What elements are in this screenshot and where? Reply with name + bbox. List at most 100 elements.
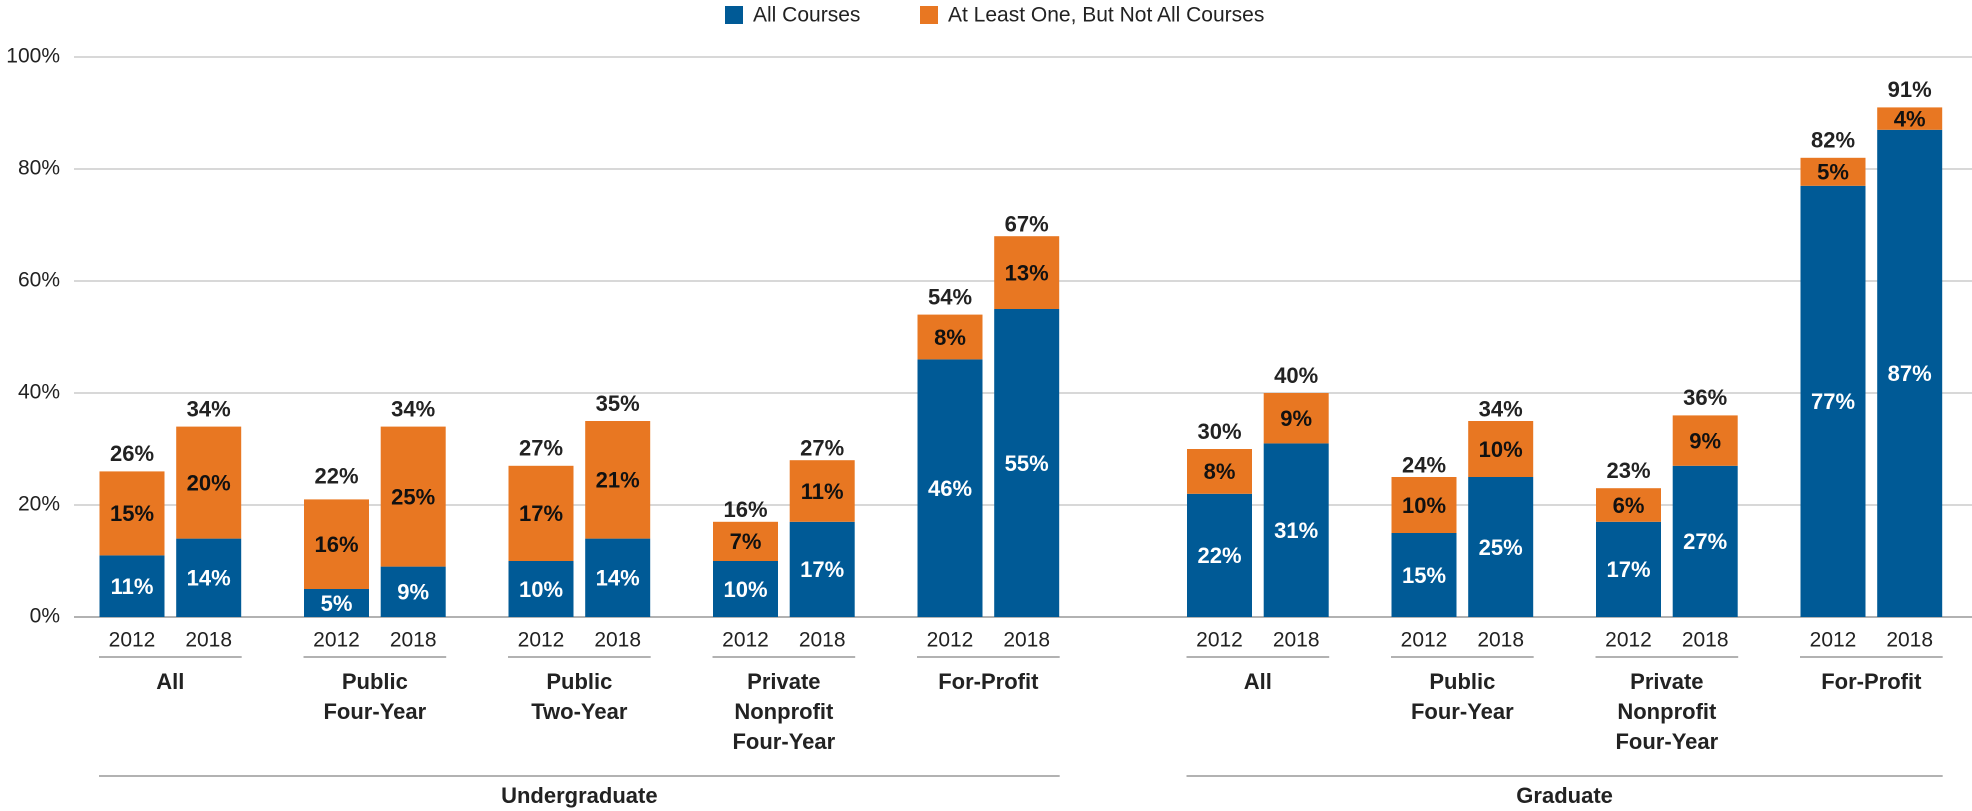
supergroup-label: Graduate <box>1516 783 1613 808</box>
bar-segment <box>508 561 574 617</box>
value-label: 4% <box>1894 106 1926 131</box>
total-label: 30% <box>1197 419 1241 444</box>
bar-segment <box>1877 129 1943 618</box>
group-label: Four-Year <box>323 699 426 724</box>
bar-segment <box>1468 421 1534 477</box>
total-label: 26% <box>110 441 154 466</box>
value-label: 55% <box>1005 451 1049 476</box>
value-label: 11% <box>111 574 154 599</box>
value-label: 17% <box>519 501 563 526</box>
value-label: 8% <box>1204 459 1236 484</box>
x-tick-label: 2012 <box>109 629 156 652</box>
bar-segment <box>508 465 574 561</box>
x-tick-label: 2018 <box>390 629 437 652</box>
value-label: 9% <box>397 580 429 605</box>
value-label: 27% <box>1683 529 1727 554</box>
bar-segment <box>585 421 651 539</box>
y-tick-label: 0% <box>30 605 60 628</box>
group-label: Public <box>546 669 612 694</box>
x-tick-label: 2012 <box>1196 629 1243 652</box>
value-label: 9% <box>1689 428 1721 453</box>
total-label: 82% <box>1811 128 1855 153</box>
total-label: 27% <box>800 436 844 461</box>
value-label: 31% <box>1274 518 1318 543</box>
y-tick-label: 100% <box>6 45 60 68</box>
total-label: 36% <box>1683 385 1727 410</box>
value-label: 46% <box>928 476 972 501</box>
value-label: 14% <box>596 566 640 591</box>
bar-segment <box>1877 107 1943 130</box>
bar-segment <box>789 521 855 617</box>
group-label: All <box>156 669 184 694</box>
value-label: 25% <box>1479 535 1523 560</box>
bar-segment <box>1391 533 1457 617</box>
bar-segment <box>1596 488 1661 522</box>
group-label: Four-Year <box>732 729 835 754</box>
total-label: 34% <box>1479 396 1523 421</box>
group-label: Private <box>747 669 820 694</box>
value-label: 77% <box>1811 389 1855 414</box>
legend-swatch <box>920 6 938 24</box>
group-label: Public <box>1429 669 1495 694</box>
x-tick-label: 2018 <box>594 629 641 652</box>
value-label: 13% <box>1005 260 1049 285</box>
x-tick-label: 2018 <box>1003 629 1050 652</box>
supergroup-label: Undergraduate <box>501 783 657 808</box>
bar-segment <box>1800 185 1866 618</box>
legend-label: At Least One, But Not All Courses <box>948 4 1264 27</box>
bar-segment <box>1263 443 1329 617</box>
value-label: 10% <box>723 577 767 602</box>
value-label: 10% <box>1479 437 1523 462</box>
group-label: Nonprofit <box>1617 699 1717 724</box>
x-tick-label: 2012 <box>722 629 769 652</box>
bar-segment <box>304 589 369 617</box>
bar-segment <box>1596 521 1661 617</box>
total-label: 54% <box>928 284 972 309</box>
y-tick-label: 40% <box>18 381 60 404</box>
bar-segment <box>380 426 446 567</box>
x-tick-label: 2012 <box>1401 629 1448 652</box>
value-label: 16% <box>314 532 358 557</box>
bar-segment <box>176 426 242 539</box>
total-label: 22% <box>314 464 358 489</box>
x-tick-label: 2018 <box>185 629 232 652</box>
y-tick-label: 20% <box>18 493 60 516</box>
x-tick-label: 2018 <box>1886 629 1933 652</box>
x-tick-label: 2018 <box>1682 629 1729 652</box>
value-label: 21% <box>596 468 640 493</box>
bar-segment <box>1800 157 1866 186</box>
value-label: 5% <box>321 591 353 616</box>
total-label: 35% <box>596 391 640 416</box>
value-label: 5% <box>1817 160 1849 185</box>
bar-segment <box>994 309 1060 617</box>
bar-segment <box>1391 477 1457 533</box>
group-label: All <box>1244 669 1272 694</box>
y-tick-label: 80% <box>18 157 60 180</box>
value-label: 15% <box>1402 563 1446 588</box>
y-tick-label: 60% <box>18 269 60 292</box>
value-label: 17% <box>800 557 844 582</box>
x-tick-label: 2012 <box>518 629 565 652</box>
bar-segment <box>1672 465 1738 617</box>
bar-segment <box>917 359 983 617</box>
bar-segment <box>789 460 855 522</box>
value-label: 25% <box>391 484 435 509</box>
value-label: 15% <box>110 501 154 526</box>
bar-segment <box>713 521 778 561</box>
x-tick-label: 2012 <box>1810 629 1857 652</box>
bar-segment <box>994 236 1060 309</box>
x-tick-label: 2012 <box>1605 629 1652 652</box>
group-label: Two-Year <box>531 699 628 724</box>
x-tick-label: 2018 <box>799 629 846 652</box>
total-label: 91% <box>1888 77 1932 102</box>
value-label: 17% <box>1606 557 1650 582</box>
total-label: 34% <box>391 396 435 421</box>
bar-segment <box>1263 393 1329 444</box>
group-label: Four-Year <box>1615 729 1718 754</box>
bar-segment <box>917 314 983 360</box>
group-label: Four-Year <box>1411 699 1514 724</box>
legend-label: All Courses <box>753 4 860 27</box>
total-label: 23% <box>1606 458 1650 483</box>
total-label: 40% <box>1274 363 1318 388</box>
